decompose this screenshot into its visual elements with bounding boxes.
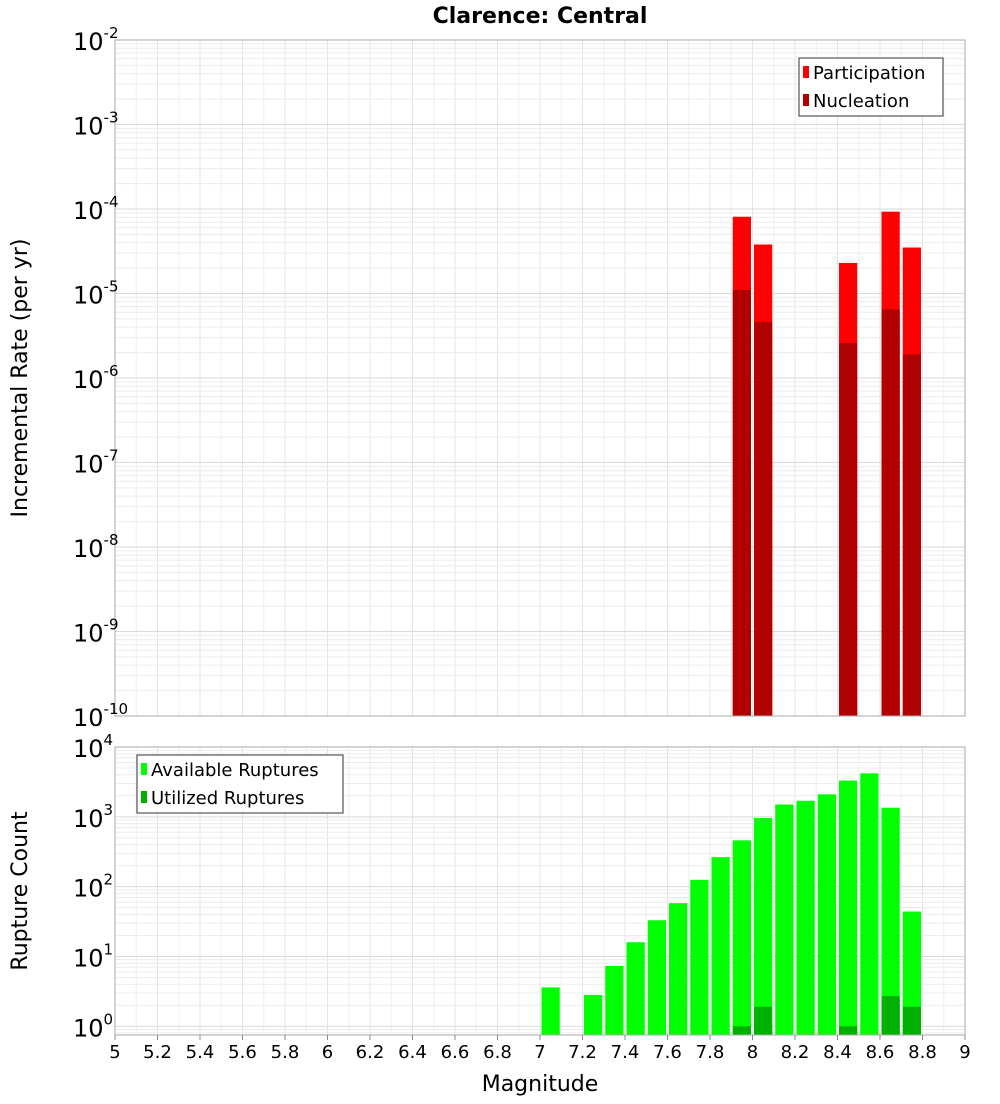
x-axis-label: Magnitude — [482, 1072, 599, 1097]
x-tick-label: 6 — [322, 1042, 333, 1063]
bar-available-ruptures — [860, 773, 879, 1035]
bar-available-ruptures — [775, 804, 794, 1035]
y-tick-label: 10-3 — [73, 109, 119, 141]
legend-swatch — [803, 66, 809, 78]
x-tick-label: 6.8 — [483, 1042, 512, 1063]
legend-swatch — [141, 791, 147, 803]
x-tick-label: 7.4 — [611, 1042, 640, 1063]
bar-nucleation — [902, 354, 921, 716]
bar-nucleation — [881, 309, 900, 716]
legend-label: Participation — [813, 63, 925, 84]
bar-utilized-ruptures — [839, 1026, 858, 1035]
bar-available-ruptures — [647, 920, 666, 1035]
x-tick-label: 7.6 — [653, 1042, 682, 1063]
y-tick-label: 10-10 — [73, 700, 128, 732]
bar-available-ruptures — [669, 903, 688, 1035]
bar-utilized-ruptures — [754, 1006, 773, 1035]
x-tick-label: 6.4 — [398, 1042, 427, 1063]
bar-available-ruptures — [817, 794, 836, 1035]
legend-label: Available Ruptures — [151, 760, 319, 781]
x-tick-label: 8.4 — [823, 1042, 852, 1063]
plot-frame — [114, 39, 966, 717]
legend: Participation Nucleation — [798, 57, 944, 117]
x-tick-label: 5.4 — [186, 1042, 215, 1063]
legend-box — [136, 754, 344, 814]
bar-available-ruptures — [796, 800, 815, 1035]
legend-label: Utilized Ruptures — [151, 788, 304, 809]
x-tick-label: 5.2 — [143, 1042, 172, 1063]
x-tick-label: 8 — [747, 1042, 758, 1063]
chart-title: Clarence: Central — [433, 4, 648, 29]
bar-available-ruptures — [626, 942, 645, 1035]
x-tick-label: 5 — [109, 1042, 120, 1063]
bar-available-ruptures — [605, 966, 624, 1035]
legend-swatch — [141, 763, 147, 775]
y-tick-label: 104 — [73, 731, 113, 763]
y-tick-label: 102 — [73, 871, 113, 903]
y-axis-label: Incremental Rate (per yr) — [8, 239, 33, 518]
bar-available-ruptures — [690, 879, 709, 1035]
x-tick-label: 7.2 — [568, 1042, 597, 1063]
x-tick-label: 7.8 — [696, 1042, 725, 1063]
x-tick-label: 8.2 — [781, 1042, 810, 1063]
y-tick-label: 10-4 — [73, 193, 119, 225]
bar-nucleation — [754, 321, 773, 716]
legend-swatch — [803, 94, 809, 106]
bar-utilized-ruptures — [732, 1026, 751, 1035]
y-axis-label: Rupture Count — [8, 811, 33, 971]
bar-utilized-ruptures — [902, 1006, 921, 1035]
y-tick-label: 10-8 — [73, 531, 119, 563]
y-tick-label: 100 — [73, 1010, 113, 1042]
y-tick-label: 101 — [73, 940, 113, 972]
legend-label: Nucleation — [813, 91, 909, 112]
x-tick-label: 7 — [534, 1042, 545, 1063]
x-tick-label: 5.8 — [271, 1042, 300, 1063]
bar-nucleation — [839, 342, 858, 716]
y-tick-label: 10-7 — [73, 447, 119, 479]
x-tick-label: 6.6 — [441, 1042, 470, 1063]
legend-box — [798, 57, 944, 117]
y-tick-label: 103 — [73, 801, 113, 833]
x-tick-label: 6.2 — [356, 1042, 385, 1063]
x-tick-label: 9 — [959, 1042, 970, 1063]
bar-available-ruptures — [541, 987, 560, 1035]
bar-available-ruptures — [711, 857, 730, 1035]
bar-available-ruptures — [584, 995, 603, 1035]
y-tick-label: 10-2 — [73, 24, 119, 56]
x-tick-label: 5.6 — [228, 1042, 257, 1063]
y-tick-label: 10-5 — [73, 278, 119, 310]
bar-nucleation — [732, 290, 751, 716]
legend: Available Ruptures Utilized Ruptures — [136, 754, 344, 814]
bar-available-ruptures — [754, 818, 773, 1035]
bar-available-ruptures — [902, 911, 921, 1035]
x-tick-label: 8.6 — [866, 1042, 895, 1063]
y-tick-label: 10-6 — [73, 362, 119, 394]
bar-available-ruptures — [881, 807, 900, 1035]
bar-available-ruptures — [732, 840, 751, 1035]
y-tick-label: 10-9 — [73, 616, 119, 648]
bar-utilized-ruptures — [881, 996, 900, 1035]
x-tick-label: 8.8 — [908, 1042, 937, 1063]
bar-available-ruptures — [839, 780, 858, 1035]
